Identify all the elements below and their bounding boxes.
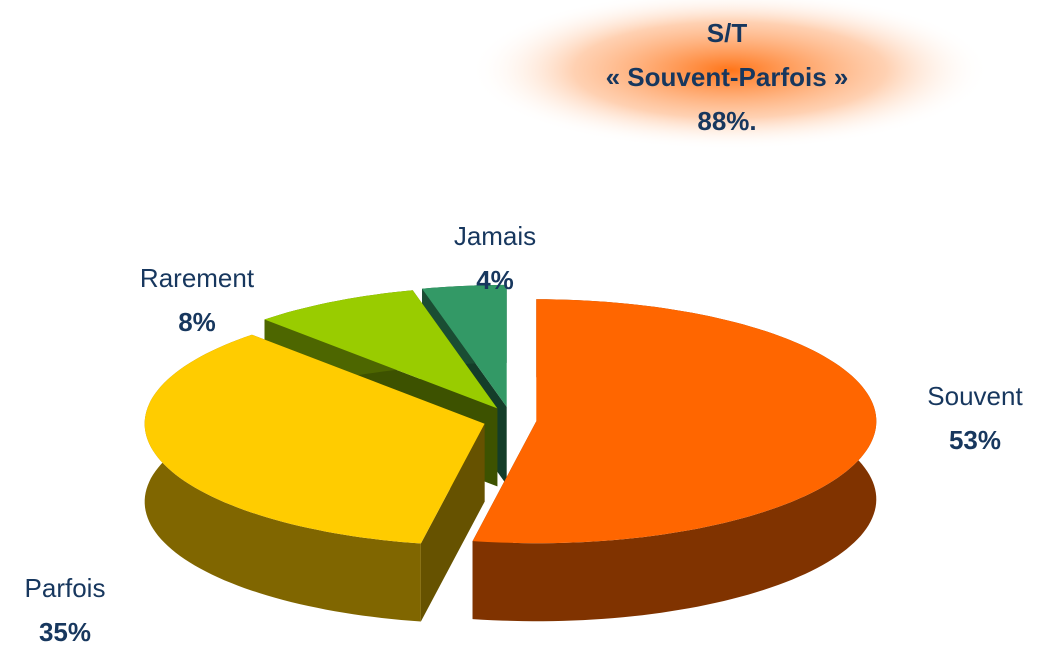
pie-slice <box>144 334 485 544</box>
pie <box>144 284 877 622</box>
annotation-line: « Souvent-Parfois » <box>606 62 849 92</box>
pie-slice <box>422 284 507 407</box>
slice-label: Rarement <box>140 263 255 293</box>
slice-label: Parfois <box>25 573 106 603</box>
slice-value-label: 8% <box>178 307 216 337</box>
slice-label: Souvent <box>927 381 1023 411</box>
pie-slice <box>472 299 877 544</box>
pie-slice <box>264 290 498 409</box>
annotation-line: 88%. <box>697 106 756 136</box>
slice-value-label: 4% <box>476 265 514 295</box>
slice-value-label: 35% <box>39 617 91 645</box>
slice-value-label: 53% <box>949 425 1001 455</box>
slice-label: Jamais <box>454 221 536 251</box>
annotation-line: S/T <box>707 18 748 48</box>
annotation-glow <box>470 0 990 150</box>
